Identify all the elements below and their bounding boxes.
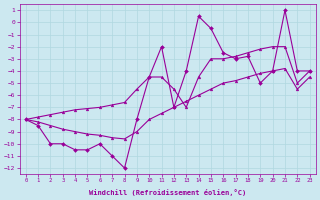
X-axis label: Windchill (Refroidissement éolien,°C): Windchill (Refroidissement éolien,°C) xyxy=(89,189,246,196)
